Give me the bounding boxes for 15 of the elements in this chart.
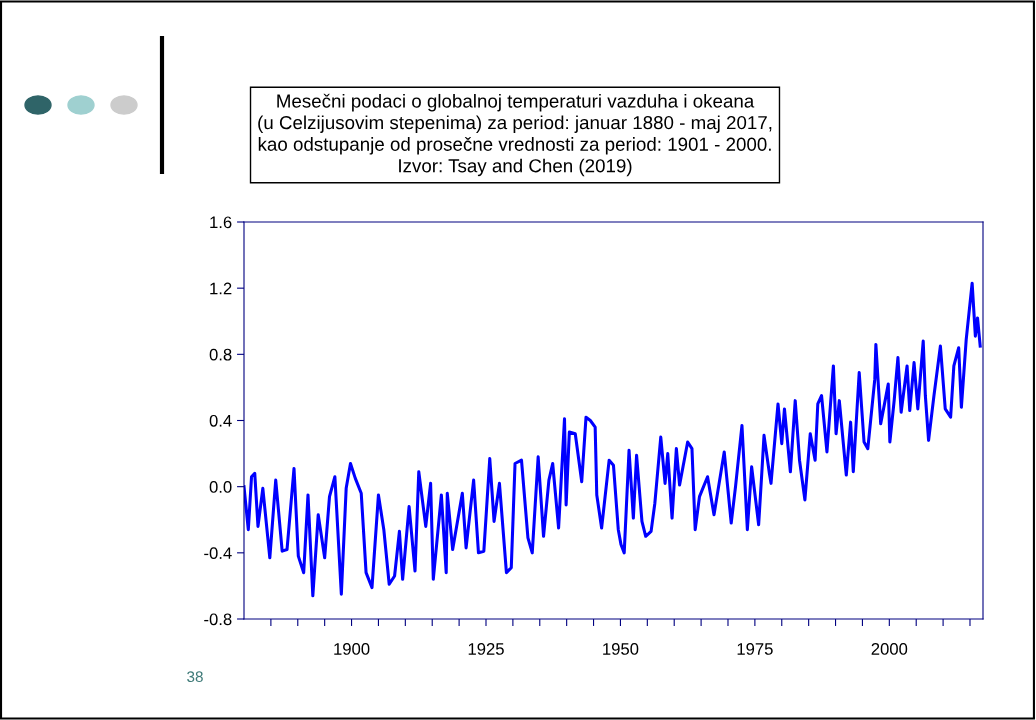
line-series	[244, 281, 982, 598]
x-tick-label: 1975	[737, 643, 773, 655]
chart-title: Mesečni podaci o globalnoj temperaturi vazduha i okeana (u Celzijusovim stepenima) za period: januar 1880 - maj 2017, kao odstupanje od prosečne vrednosti za period: 1901 - 2000. Izvor: Tsay and Chen (2019)	[258, 93, 772, 177]
y-tick-label: 0.4	[209, 414, 232, 427]
y-tick-label: 1.6	[210, 216, 232, 229]
y-tick-label: 1.2	[210, 282, 232, 295]
x-tick-label: 1925	[468, 643, 504, 655]
x-tick-label: 1950	[603, 643, 639, 655]
x-tick-label: 1900	[334, 643, 370, 655]
y-tick-label: 0.8	[209, 348, 232, 361]
y-tick-label: 0.0	[209, 481, 232, 493]
y-tick-label: -0.4	[204, 547, 232, 560]
x-tick-label: 2000	[871, 643, 908, 655]
y-tick-label: -0.8	[204, 613, 232, 626]
text: 38	[187, 671, 203, 683]
